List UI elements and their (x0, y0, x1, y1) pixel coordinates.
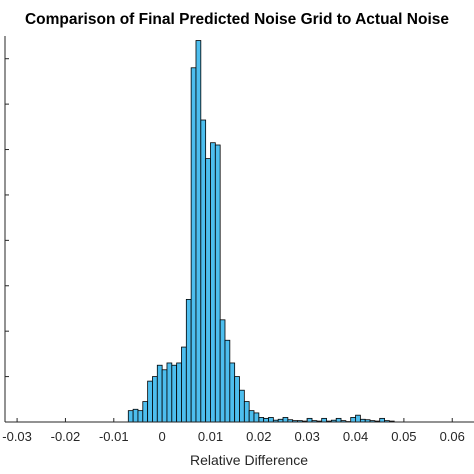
histogram-bar (229, 362, 236, 423)
histogram-bar (132, 408, 139, 423)
histogram-bar (321, 417, 327, 423)
histogram-bars (127, 40, 395, 423)
histogram-bar (350, 417, 356, 423)
x-tick-label: 0.06 (440, 429, 465, 444)
histogram-bar (147, 380, 153, 423)
histogram-bar (239, 389, 245, 423)
histogram-bar (263, 417, 269, 423)
histogram-bar (156, 364, 163, 423)
histogram-bar (210, 142, 216, 423)
histogram-bar (268, 417, 274, 423)
histogram-bar (195, 40, 202, 423)
x-tick-label: -0.02 (51, 429, 81, 444)
x-tick-label: 0 (159, 429, 166, 444)
histogram-bar (142, 401, 149, 423)
histogram-bar (137, 410, 144, 423)
histogram-bar (181, 346, 187, 423)
histogram-bar (224, 339, 231, 423)
histogram-bar (161, 369, 168, 423)
y-axis-ticks (5, 58, 9, 423)
histogram-bar (200, 119, 207, 423)
histogram-bar (253, 412, 260, 423)
histogram-bar (282, 417, 289, 423)
histogram-bar (166, 362, 173, 423)
histogram-bar (379, 417, 385, 423)
histogram-bar (152, 376, 158, 423)
x-axis-label: Relative Difference (190, 452, 308, 468)
histogram-bar (127, 410, 134, 423)
histogram-bar (355, 414, 361, 423)
axes (4, 36, 474, 423)
histogram-bar (171, 364, 178, 423)
histogram-bar (176, 362, 182, 423)
x-tick-label: -0.01 (99, 429, 129, 444)
histogram-bar (335, 417, 342, 423)
x-tick-label: -0.03 (2, 429, 32, 444)
x-axis-ticks: -0.03 -0.02 -0.01 0 0.01 0.02 0.03 0.04 0.05 0.06 (2, 418, 465, 444)
histogram-bar (248, 410, 255, 423)
x-tick-label: 0.03 (295, 429, 320, 444)
histogram-bar (190, 67, 197, 423)
histogram-bar (243, 401, 250, 423)
histogram-bar (306, 417, 313, 423)
histogram-bar (258, 417, 265, 423)
chart-title: Comparison of Final Predicted Noise Grid… (25, 11, 449, 28)
histogram-bar (214, 144, 221, 423)
histogram-bar (219, 319, 226, 423)
x-tick-label: 0.01 (198, 429, 223, 444)
x-tick-label: 0.04 (343, 429, 368, 444)
histogram-bar (234, 376, 240, 423)
histogram-bar (185, 298, 192, 423)
histogram-bar (205, 158, 211, 423)
x-tick-label: 0.05 (391, 429, 416, 444)
x-tick-label: 0.02 (246, 429, 271, 444)
